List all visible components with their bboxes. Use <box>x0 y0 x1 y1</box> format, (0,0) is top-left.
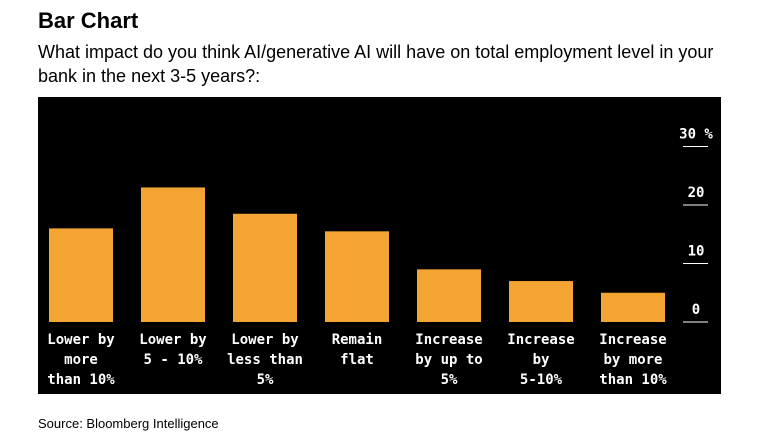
category-label: Increase by 5-10% <box>507 332 574 388</box>
y-tick-label: 10 <box>688 244 705 260</box>
bar <box>509 281 573 322</box>
chart-subtitle: What impact do you think AI/generative A… <box>38 42 714 86</box>
bar <box>141 187 205 322</box>
bar-chart: Lower by more than 10% Lower by 5 - 10% Lower… <box>47 127 713 389</box>
bar <box>601 292 665 322</box>
bar <box>49 228 113 322</box>
category-label: Lower by more than 10% <box>47 332 115 388</box>
bar <box>325 231 389 322</box>
y-tick-label: 0 <box>692 302 700 318</box>
chart-title: Bar Chart <box>38 8 139 33</box>
y-tick-label: 30 % <box>679 127 713 143</box>
category-label: Increase by more than 10% <box>599 332 667 388</box>
bar <box>417 269 481 322</box>
y-tick-label: 20 <box>688 185 705 201</box>
category-label: Lower by 5 - 10% <box>139 332 207 368</box>
chart-panel: Lower by more than 10% Lower by 5 - 10% Lower… <box>38 97 721 394</box>
category-label: Lower by less than 5% <box>227 332 303 388</box>
source-note: Source: Bloomberg Intelligence <box>38 416 219 431</box>
category-label: Increase by up to 5% <box>415 332 482 388</box>
bar <box>233 213 297 322</box>
category-label: Remain flat <box>332 332 383 368</box>
